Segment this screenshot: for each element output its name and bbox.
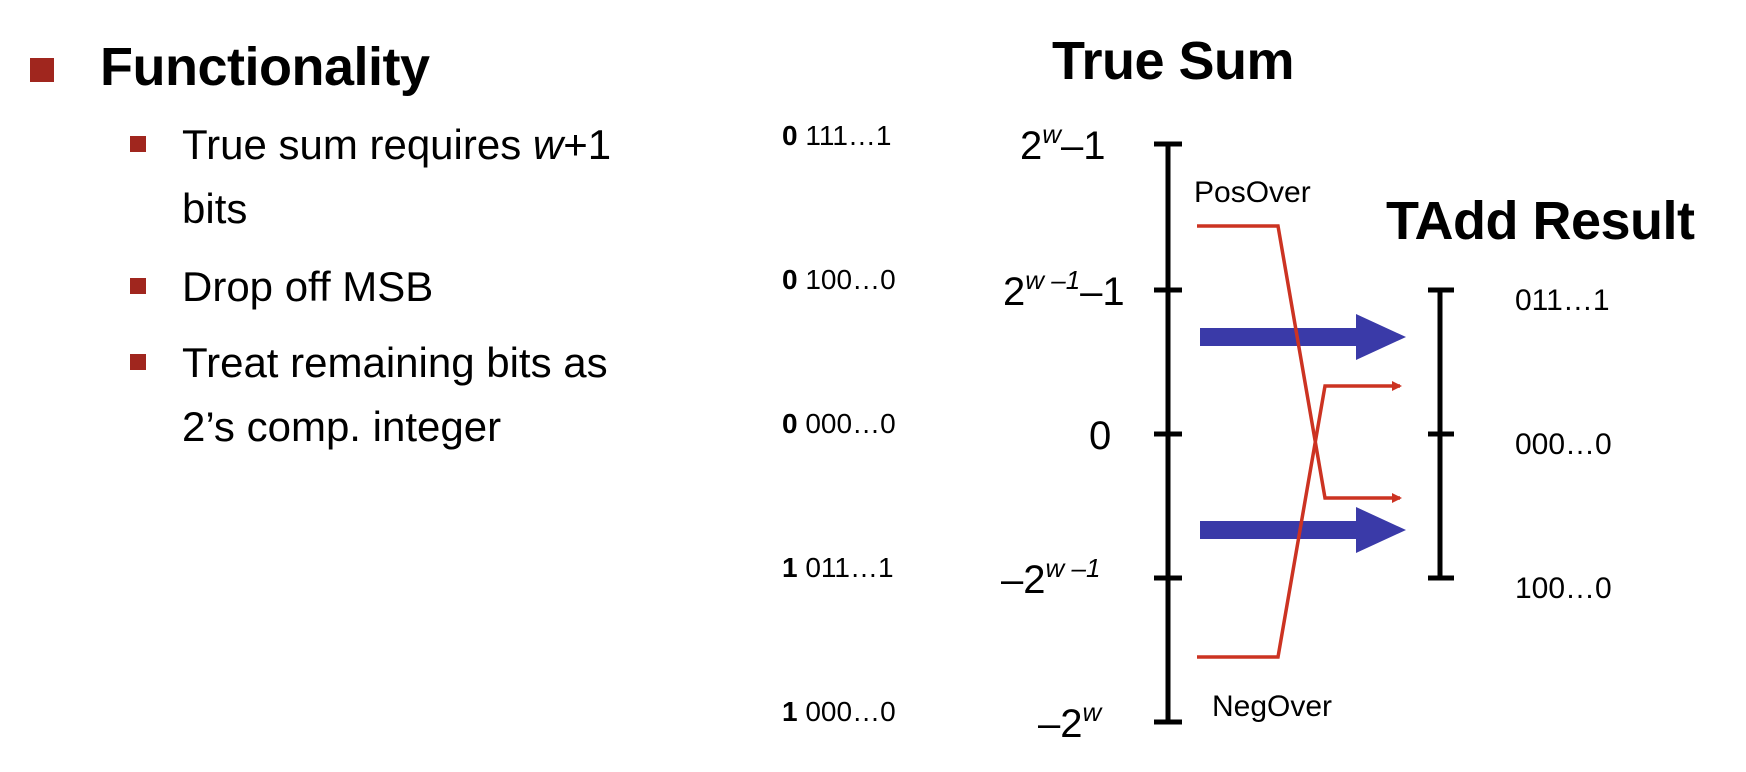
bit-pattern-5: 1 000…0: [782, 696, 896, 727]
true-sum-label-max: 2w–1: [1020, 119, 1106, 168]
bit-pattern-2: 0 100…0: [782, 264, 896, 295]
true-sum-label-tmin: –2w –1: [1001, 553, 1101, 602]
sub-bullet-3-line2: 2’s comp. integer: [182, 403, 502, 450]
true-sum-label-zero: 0: [1089, 414, 1112, 458]
sub-bullet-marker-1: [130, 136, 146, 152]
sub-bullet-marker-2: [130, 278, 146, 294]
true-sum-axis: [1154, 141, 1182, 725]
pos-over-line: [1197, 224, 1402, 503]
bit-pattern-3: 0 000…0: [782, 408, 896, 439]
sub-bullet-marker-3: [130, 354, 146, 370]
sub-bullet-1-line2: bits: [182, 185, 248, 232]
true-sum-label-min: –2w: [1038, 697, 1102, 746]
blue-arrow-upper: [1200, 314, 1406, 360]
tadd-label-zero: 000…0: [1515, 428, 1612, 461]
normal-range-arrows: [1200, 314, 1406, 553]
true-sum-title: True Sum: [1052, 31, 1295, 91]
tadd-result-title: TAdd Result: [1386, 191, 1695, 251]
neg-over-label: NegOver: [1212, 690, 1333, 723]
main-bullet-marker: [30, 58, 54, 82]
tadd-label-tmin: 100…0: [1515, 572, 1612, 605]
sub-bullet-1-line1: True sum requires w+1: [182, 121, 612, 168]
sub-bullet-3-line1: Treat remaining bits as: [182, 339, 608, 386]
pos-over-label: PosOver: [1194, 176, 1311, 209]
tadd-axis: [1428, 287, 1454, 581]
bit-pattern-4: 1 011…1: [782, 552, 894, 583]
blue-arrow-lower: [1200, 507, 1406, 553]
true-sum-label-tmax: 2w –1–1: [1003, 265, 1125, 314]
overflow-lines: [1197, 224, 1402, 659]
tadd-label-tmax: 011…1: [1515, 284, 1610, 317]
sub-bullet-2: Drop off MSB: [182, 263, 434, 310]
bit-pattern-1: 0 111…1: [782, 120, 892, 151]
main-bullet-text: Functionality: [100, 37, 430, 97]
neg-over-line: [1197, 381, 1402, 659]
